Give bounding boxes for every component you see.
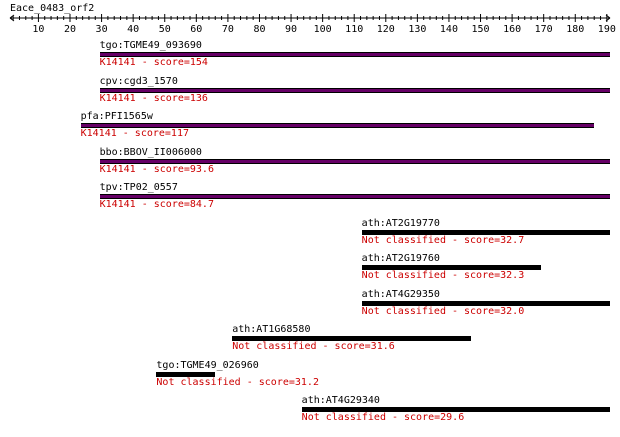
hit-alignment-bar[interactable] bbox=[99, 52, 610, 57]
ruler-tick-label: 50 bbox=[159, 24, 171, 35]
hit-name-link[interactable]: tgo:TGME49_026960 bbox=[156, 359, 259, 371]
hit-name-link[interactable]: tpv:TP02_0557 bbox=[99, 182, 178, 193]
ruler-tick-label: 30 bbox=[96, 24, 108, 35]
hit-score-label: K14141 - score=93.6 bbox=[99, 163, 214, 175]
hit-alignment-bar[interactable] bbox=[99, 194, 610, 199]
hit-score-label: Not classified - score=31.6 bbox=[232, 341, 395, 352]
hit-alignment-bar[interactable] bbox=[361, 300, 610, 306]
ruler-tick-label: 60 bbox=[190, 24, 202, 35]
hit-alignment-bar[interactable] bbox=[301, 407, 610, 412]
hit-score-label: Not classified - score=31.2 bbox=[156, 376, 319, 388]
ruler-tick-label: 80 bbox=[253, 24, 265, 35]
hit-alignment-bar[interactable] bbox=[361, 229, 610, 235]
hit-score-label: Not classified - score=32.0 bbox=[361, 305, 525, 317]
hit-alignment-bar[interactable] bbox=[99, 87, 610, 93]
ruler-tick-label: 20 bbox=[64, 24, 76, 35]
ruler-tick-label: 180 bbox=[566, 24, 584, 35]
hit-name-link[interactable]: cpv:cgd3_1570 bbox=[99, 75, 178, 87]
hit-name-link[interactable]: ath:AT4G29350 bbox=[361, 288, 440, 300]
query-name: Eace_0483_orf2 bbox=[10, 3, 94, 14]
hit-name-link[interactable]: bbo:BBOV_II006000 bbox=[99, 146, 202, 158]
hit-name-link[interactable]: ath:AT2G19760 bbox=[361, 253, 440, 264]
hit-name-link[interactable]: ath:AT4G29340 bbox=[301, 395, 380, 406]
ruler-tick-label: 190 bbox=[598, 24, 616, 35]
ruler-tick-label: 150 bbox=[471, 24, 489, 35]
hit-score-label: K14141 - score=117 bbox=[80, 128, 189, 139]
query-ruler: Eace_0483_orf2 10 20 30 40 50 60 70 80 90 100 110 1… bbox=[9, 3, 616, 35]
hit-score-label: K14141 - score=136 bbox=[99, 92, 208, 104]
ruler-tick-label: 90 bbox=[285, 24, 297, 35]
ruler-tick-label: 140 bbox=[440, 24, 458, 35]
hit-name-link[interactable]: ath:AT2G19770 bbox=[361, 217, 440, 229]
hit-score-label: K14141 - score=84.7 bbox=[99, 199, 214, 210]
hit-alignment-bar[interactable] bbox=[80, 123, 595, 128]
ruler-tick-label: 160 bbox=[503, 24, 521, 35]
hit-score-label: Not classified - score=32.7 bbox=[361, 234, 525, 246]
ruler-tick-label: 170 bbox=[535, 24, 553, 35]
ruler-tick-label: 70 bbox=[222, 24, 234, 35]
hit-score-label: K14141 - score=154 bbox=[99, 57, 208, 68]
hit-alignment-bar[interactable] bbox=[99, 158, 610, 164]
ruler-left-arrow bbox=[9, 14, 15, 22]
hit-name-link[interactable]: pfa:PFI1565w bbox=[80, 111, 153, 122]
ruler-tick-label: 100 bbox=[314, 24, 332, 35]
hit-score-label: Not classified - score=29.6 bbox=[301, 412, 465, 423]
hit-alignment-bar[interactable] bbox=[232, 336, 472, 341]
ruler-tick-label: 40 bbox=[127, 24, 139, 35]
hit-name-link[interactable]: ath:AT1G68580 bbox=[232, 324, 311, 335]
hit-score-label: Not classified - score=32.3 bbox=[361, 270, 525, 281]
ruler-tick-label: 120 bbox=[377, 24, 395, 35]
ruler-tick-label: 130 bbox=[408, 24, 426, 35]
ruler-tick-label: 10 bbox=[32, 24, 44, 35]
ruler-tick-label: 110 bbox=[345, 24, 363, 35]
hit-alignment-bar[interactable] bbox=[156, 371, 216, 377]
hit-name-link[interactable]: tgo:TGME49_093690 bbox=[99, 40, 202, 51]
hit-alignment-bar[interactable] bbox=[361, 265, 541, 270]
